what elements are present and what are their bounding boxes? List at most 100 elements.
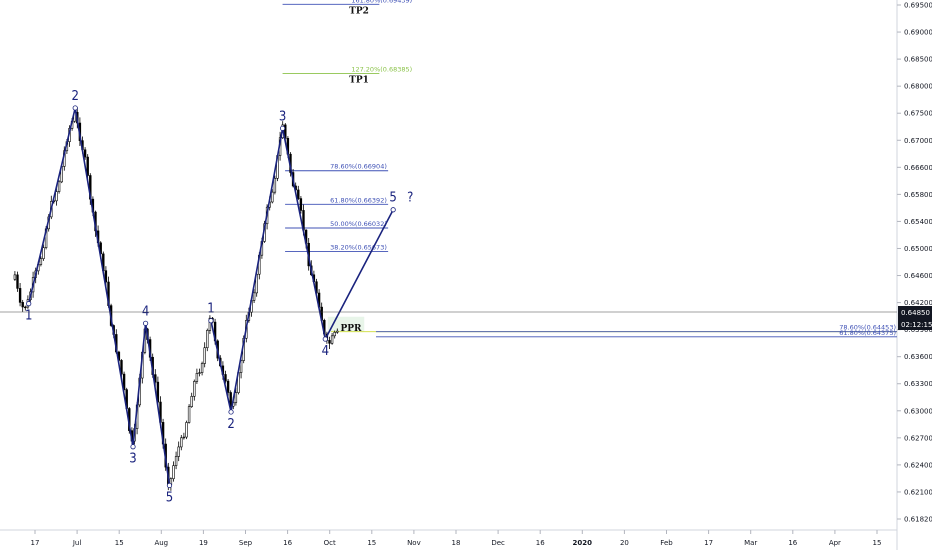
wave-label: 1 bbox=[25, 309, 32, 324]
wave-label: 2 bbox=[227, 417, 234, 432]
candle-body bbox=[208, 317, 212, 331]
candle-body bbox=[200, 363, 204, 373]
wave-pivot-marker bbox=[72, 105, 78, 111]
time-tick-label: Sep bbox=[239, 539, 253, 547]
price-tick-label: 0.67500 bbox=[904, 110, 932, 118]
candle-body bbox=[122, 373, 126, 390]
candle-body bbox=[328, 340, 331, 344]
time-tick-label: Oct bbox=[324, 539, 336, 547]
ppr-zone-layer: PPR bbox=[327, 316, 365, 334]
candle-body bbox=[55, 191, 58, 202]
time-tick-label: Aug bbox=[154, 539, 168, 547]
time-tick-label: Feb bbox=[660, 539, 673, 547]
target-label: TP2 bbox=[349, 6, 369, 16]
candle-body bbox=[24, 306, 27, 309]
ppr-label: PPR bbox=[341, 324, 363, 334]
candle-body bbox=[174, 456, 178, 466]
wave-pivot-marker bbox=[390, 207, 396, 213]
candle-body bbox=[330, 335, 334, 344]
time-tick-label: 15 bbox=[873, 539, 882, 547]
price-tick-label: 0.62100 bbox=[904, 488, 932, 496]
price-tick-label: 0.68000 bbox=[904, 83, 932, 91]
wave-pivot-marker bbox=[130, 444, 136, 450]
candle-body bbox=[187, 406, 191, 423]
price-tick-label: 0.62700 bbox=[904, 434, 932, 442]
candle-body bbox=[198, 372, 201, 374]
candle-body bbox=[185, 422, 188, 438]
time-tick-label: Apr bbox=[829, 539, 841, 547]
fib-levels-layer: 161.80%(0.69439) 127.20%(0.68385) 78.60%(0… bbox=[282, 0, 897, 338]
candle-body bbox=[180, 437, 183, 448]
time-tick-label: 16 bbox=[536, 539, 545, 547]
time-tick-label: 18 bbox=[452, 539, 461, 547]
candle-body bbox=[42, 247, 45, 259]
fib-label: 127.20%(0.68385) bbox=[351, 66, 412, 74]
candle-body bbox=[104, 270, 108, 283]
candle-body bbox=[18, 288, 22, 303]
fib-label: 161.80%(0.69439) bbox=[351, 0, 412, 4]
price-tick-label: 0.69000 bbox=[904, 29, 932, 37]
fib-label: 50.00%(0.66032) bbox=[330, 220, 387, 228]
price-tick-label: 0.62400 bbox=[904, 461, 932, 469]
candle-body bbox=[229, 392, 232, 407]
candle-body bbox=[83, 149, 87, 158]
wave-label: 5 bbox=[389, 191, 396, 206]
wave-label: 5 bbox=[166, 490, 173, 505]
price-tick-label: 0.61820 bbox=[904, 516, 932, 524]
price-tick-label: 0.64600 bbox=[904, 272, 932, 280]
time-tick-label: 19 bbox=[199, 539, 208, 547]
fib-label: 38.20%(0.65673) bbox=[330, 244, 387, 252]
current-price-badge bbox=[898, 306, 932, 318]
time-tick-label: 16 bbox=[283, 539, 292, 547]
price-tick-label: 0.63000 bbox=[904, 407, 932, 415]
countdown-badge bbox=[898, 318, 932, 330]
candle-body bbox=[193, 381, 196, 397]
wave-label: 4 bbox=[322, 344, 329, 359]
candle-body bbox=[86, 156, 89, 176]
ppr-zone bbox=[327, 316, 365, 332]
candle-body bbox=[57, 181, 61, 192]
candle-body bbox=[299, 198, 303, 211]
price-tick-label: 0.69500 bbox=[904, 2, 932, 10]
price-tick-label: 0.68500 bbox=[904, 56, 932, 64]
price-axis[interactable]: 0.69500 0.69000 0.68500 0.68000 0.67500 0.670… bbox=[0, 2, 932, 524]
wave-pivot-marker bbox=[166, 482, 173, 489]
fib-label: 78.60%(0.64453) bbox=[839, 324, 896, 332]
price-tick-label: 0.63300 bbox=[904, 380, 932, 388]
time-tick-label: 17 bbox=[704, 539, 713, 547]
countdown-label: 02:12:15 bbox=[901, 321, 932, 329]
candle-body bbox=[172, 465, 175, 480]
candle-body bbox=[226, 380, 230, 393]
candle-body bbox=[190, 396, 193, 407]
candle-body bbox=[206, 330, 209, 349]
time-tick-label: 16 bbox=[788, 539, 797, 547]
price-tick-label: 0.66600 bbox=[904, 164, 932, 172]
wave-pivot-marker bbox=[142, 320, 149, 326]
candle-body bbox=[234, 392, 238, 403]
time-tick-label: 17 bbox=[31, 539, 40, 547]
candle-body bbox=[182, 436, 186, 439]
candle-body bbox=[224, 374, 227, 382]
wave-pivot-marker bbox=[26, 301, 32, 307]
time-axis[interactable]: 17 Jul 15 Aug 19 Sep 16 Oct 15 Nov 18 Dec 16 2020 20 Fe… bbox=[31, 530, 882, 547]
fib-label: 78.60%(0.66904) bbox=[330, 163, 387, 171]
wave-lines-layer bbox=[26, 105, 396, 489]
price-tick-label: 0.63600 bbox=[904, 353, 932, 361]
wave-label: 3 bbox=[129, 452, 136, 467]
price-tick-label: 0.65400 bbox=[904, 218, 932, 226]
candle-body bbox=[203, 347, 206, 364]
price-tick-label: 0.67000 bbox=[904, 137, 932, 145]
candle-body bbox=[177, 446, 180, 457]
candle-body bbox=[271, 191, 274, 203]
candle-body bbox=[297, 189, 300, 199]
time-tick-label: Jul bbox=[72, 539, 82, 547]
candle-body bbox=[195, 373, 199, 382]
wave-label: 2 bbox=[71, 89, 78, 104]
wave-pivot-marker bbox=[208, 318, 214, 324]
candle-body bbox=[120, 360, 123, 375]
candle-body bbox=[273, 178, 277, 193]
candle-body bbox=[333, 331, 336, 337]
time-tick-label: 15 bbox=[367, 539, 376, 547]
